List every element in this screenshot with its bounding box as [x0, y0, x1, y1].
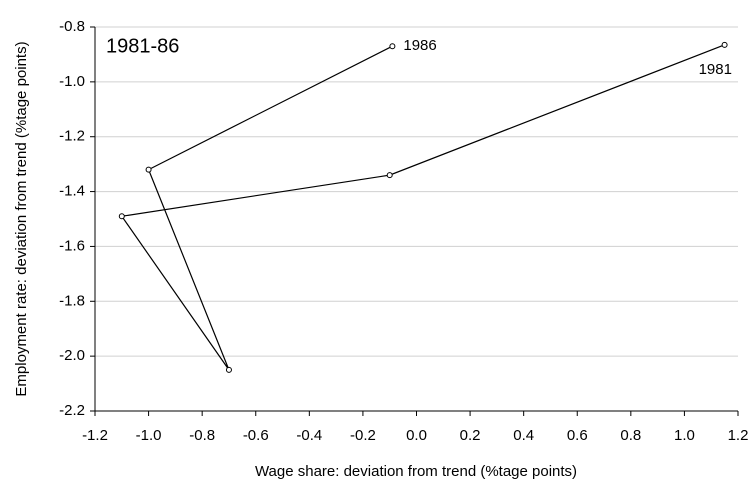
y-tick-label: -0.8	[59, 18, 85, 35]
x-tick-label: 0.4	[513, 427, 534, 444]
y-tick-label: -1.2	[59, 128, 85, 145]
y-tick-label: -1.8	[59, 292, 85, 309]
point-label: 1981	[699, 61, 732, 78]
point	[389, 43, 396, 50]
x-tick-label: -1.2	[82, 427, 108, 444]
y-tick-label: -1.6	[59, 237, 85, 254]
point	[386, 172, 393, 179]
y-tick-label: -2.0	[59, 347, 85, 364]
y-tick-label: -1.4	[59, 183, 85, 200]
x-tick-label: 1.0	[674, 427, 695, 444]
x-tick-label: -0.8	[189, 427, 215, 444]
x-axis-label: Wage share: deviation from trend (%tage …	[255, 463, 577, 480]
x-tick-label: 0.2	[460, 427, 481, 444]
x-tick-label: 1.2	[728, 427, 749, 444]
line	[120, 44, 725, 371]
x-tick-label: -0.6	[243, 427, 269, 444]
y-tick-label: -2.2	[59, 402, 85, 419]
point	[118, 213, 125, 220]
x-tick-label: 0.8	[620, 427, 641, 444]
x-tick-label: 0.0	[406, 427, 427, 444]
y-axis-label: Employment rate: deviation from trend (%…	[13, 41, 30, 396]
x-tick-label: -1.0	[136, 427, 162, 444]
x-tick-label: -0.4	[296, 427, 322, 444]
point	[145, 166, 152, 173]
point-label: 1986	[403, 37, 436, 54]
point	[225, 366, 232, 373]
chart-title: 1981-86	[106, 35, 179, 57]
point	[721, 41, 728, 48]
y-tick-label: -1.0	[59, 73, 85, 90]
x-tick-label: 0.6	[567, 427, 588, 444]
x-tick-label: -0.2	[350, 427, 376, 444]
